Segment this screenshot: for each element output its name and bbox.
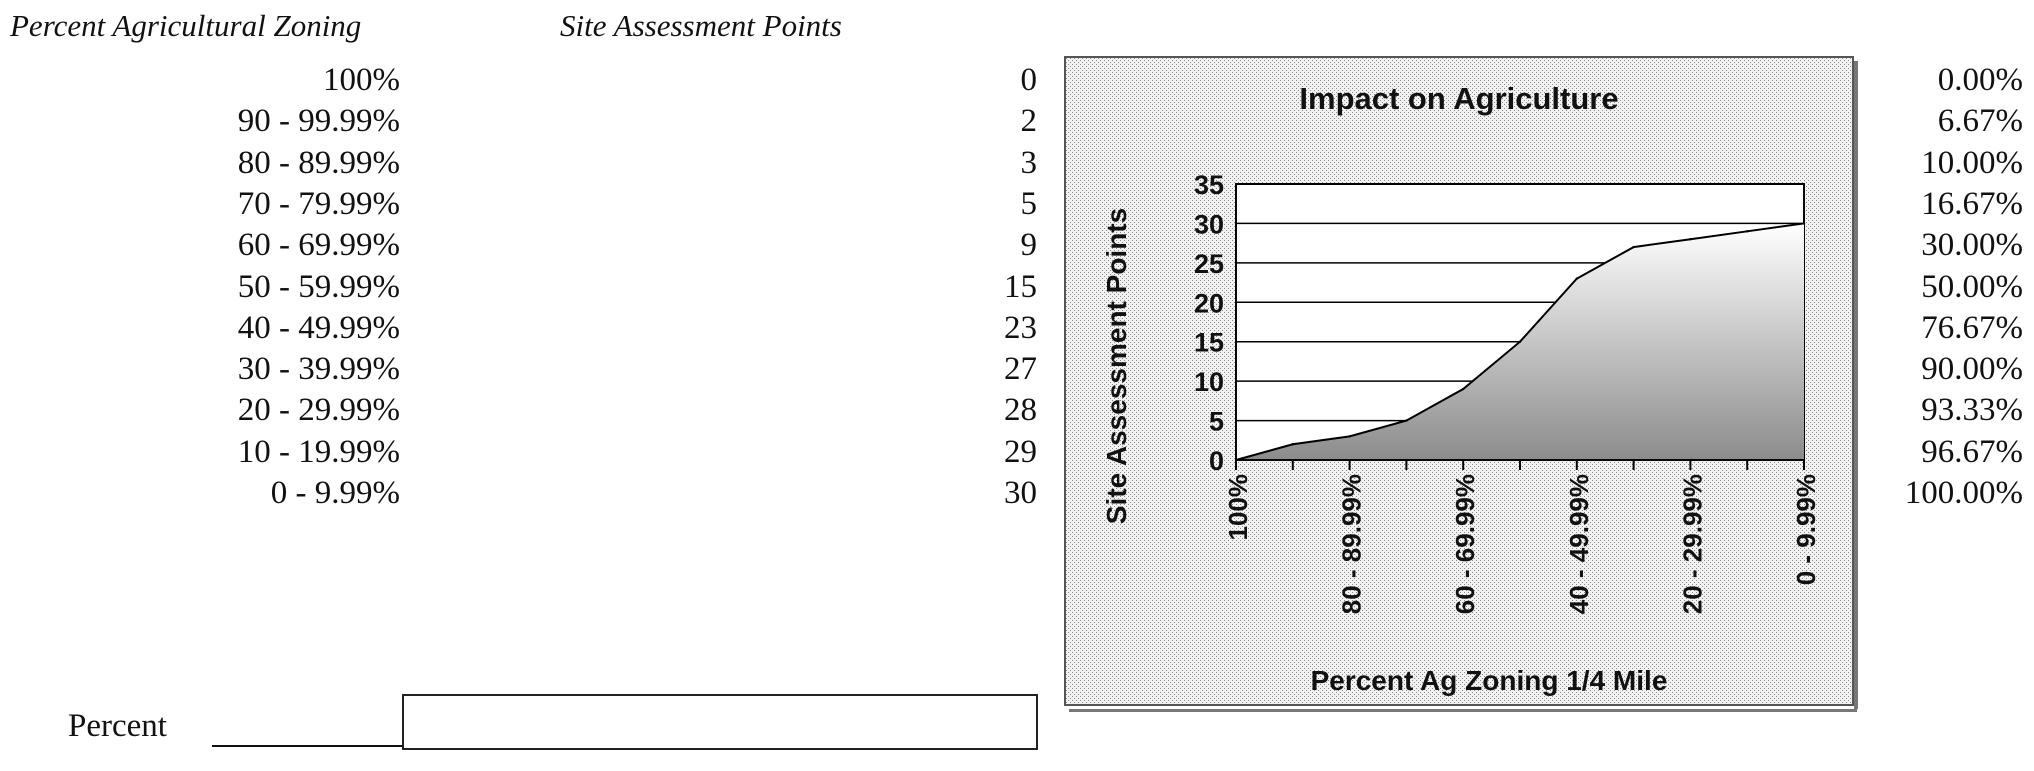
percent-of-max-value: 0.00%	[1937, 62, 2023, 98]
chart-shadow-bottom	[1069, 709, 1857, 712]
data-point	[1689, 238, 1692, 241]
x-tick-label: 0 - 9.99%	[1791, 474, 1821, 585]
y-tick-label: 15	[1194, 328, 1224, 358]
x-tick-label: 40 - 49.99%	[1564, 474, 1594, 614]
data-point	[1291, 443, 1294, 446]
impact-chart-svg: Impact on Agriculture Site Assessment Po…	[1064, 56, 1858, 712]
data-point	[1802, 222, 1806, 225]
zoning-range-label: 60 - 69.99%	[237, 227, 400, 263]
chart-y-axis-label: Site Assessment Points	[1101, 208, 1132, 524]
site-points-value: 30	[1004, 475, 1037, 511]
header-site-assessment-points: Site Assessment Points	[560, 8, 842, 43]
zoning-range-label: 10 - 19.99%	[237, 434, 400, 470]
site-points-value: 23	[1004, 310, 1037, 346]
percent-of-max-value: 16.67%	[1921, 186, 2023, 222]
percent-label: Percent	[68, 708, 167, 744]
site-points-value: 2	[1020, 103, 1038, 139]
site-points-value: 15	[1004, 269, 1037, 305]
percent-of-max-value: 96.67%	[1921, 434, 2023, 470]
percent-of-max-value: 30.00%	[1921, 227, 2023, 263]
x-tick-label: 60 - 69.99%	[1450, 474, 1480, 614]
zoning-range-label: 50 - 59.99%	[237, 269, 400, 305]
percent-of-max-value: 50.00%	[1921, 269, 2023, 305]
chart-title: Impact on Agriculture	[1299, 81, 1618, 116]
site-points-value: 5	[1020, 186, 1038, 222]
site-points-value: 3	[1020, 145, 1038, 181]
zoning-range-label: 0 - 9.99%	[270, 475, 400, 511]
percent-of-max-value: 6.67%	[1937, 103, 2023, 139]
percent-of-max-value: 76.67%	[1921, 310, 2023, 346]
site-points-value: 0	[1020, 62, 1038, 98]
y-tick-label: 25	[1194, 249, 1224, 279]
percent-of-max-value: 90.00%	[1921, 351, 2023, 387]
percent-input[interactable]	[402, 694, 1038, 750]
data-point	[1348, 435, 1351, 438]
site-points-value: 27	[1004, 351, 1037, 387]
zoning-range-label: 40 - 49.99%	[237, 310, 400, 346]
percent-of-max-value: 100.00%	[1904, 475, 2023, 511]
x-tick-label: 100%	[1223, 474, 1253, 541]
x-tick-label: 20 - 29.99%	[1677, 474, 1707, 614]
percent-underline	[212, 745, 402, 747]
data-point	[1746, 230, 1749, 233]
y-tick-label: 35	[1194, 170, 1224, 200]
zoning-range-label: 100%	[323, 62, 400, 98]
percent-of-max-value: 93.33%	[1921, 392, 2023, 428]
data-point	[1462, 387, 1465, 391]
y-tick-label: 5	[1209, 407, 1224, 437]
chart-x-axis-label: Percent Ag Zoning 1/4 Mile	[1311, 665, 1668, 696]
site-points-value: 29	[1004, 434, 1037, 470]
y-tick-label: 20	[1194, 288, 1224, 318]
zoning-range-label: 20 - 29.99%	[237, 392, 400, 428]
data-point	[1518, 340, 1522, 343]
percent-of-max-value: 10.00%	[1921, 145, 2023, 181]
data-point	[1632, 245, 1635, 249]
y-tick-label: 10	[1194, 367, 1224, 397]
zoning-range-label: 80 - 89.99%	[237, 145, 400, 181]
data-point	[1575, 277, 1578, 280]
x-tick-label: 80 - 89.99%	[1337, 474, 1367, 614]
site-points-value: 28	[1004, 392, 1037, 428]
y-tick-label: 0	[1209, 446, 1224, 476]
impact-chart: Impact on Agriculture Site Assessment Po…	[1064, 56, 1860, 712]
site-points-value: 9	[1020, 227, 1038, 263]
plot-area: 0 5 10 15 20 25 30 35 100% 80 - 89.99% 60 - 69.99%…	[1194, 170, 1821, 614]
chart-shadow-right	[1854, 61, 1858, 709]
zoning-range-label: 90 - 99.99%	[237, 103, 400, 139]
data-point	[1405, 419, 1408, 422]
y-tick-label: 30	[1194, 209, 1224, 239]
zoning-range-label: 30 - 39.99%	[237, 351, 400, 387]
zoning-range-label: 70 - 79.99%	[237, 186, 400, 222]
header-percent-agricultural-zoning: Percent Agricultural Zoning	[10, 8, 362, 43]
